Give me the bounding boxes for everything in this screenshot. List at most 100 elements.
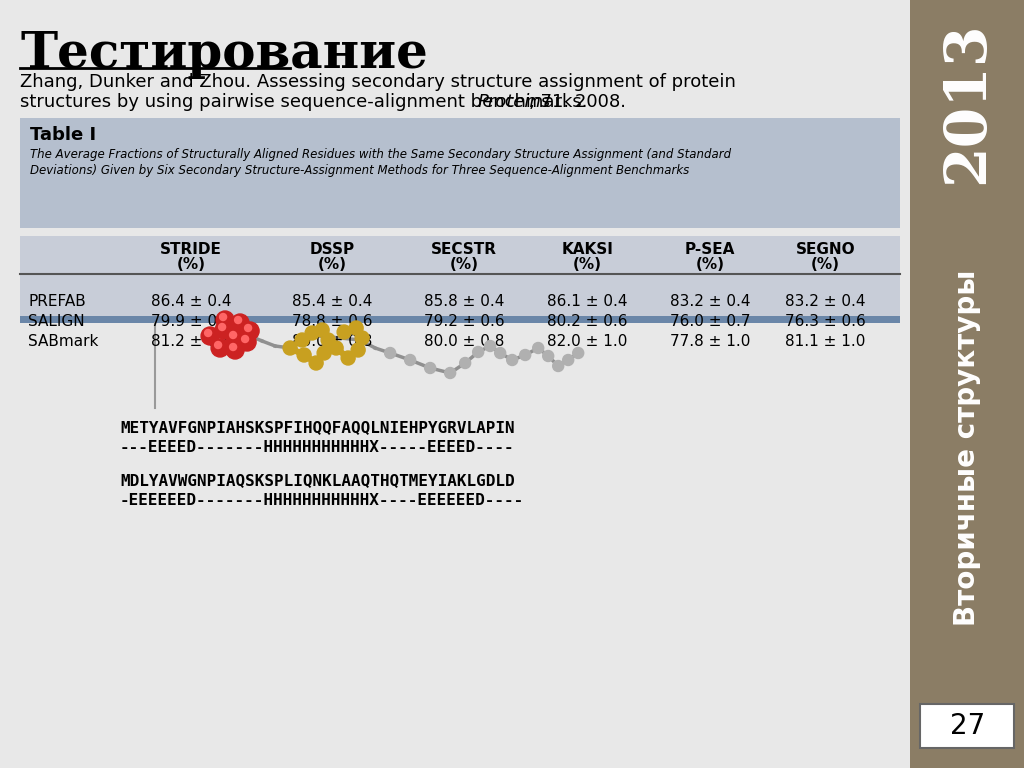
Text: Вторичные структуры: Вторичные структуры: [953, 270, 981, 626]
Circle shape: [460, 357, 471, 369]
Circle shape: [242, 336, 249, 343]
Circle shape: [218, 323, 225, 330]
Text: 83.2 ± 0.4: 83.2 ± 0.4: [670, 294, 751, 309]
Text: P-SEA: P-SEA: [685, 242, 735, 257]
Text: Тестирование: Тестирование: [20, 30, 428, 79]
Circle shape: [229, 343, 237, 350]
Text: (%): (%): [317, 257, 346, 272]
Circle shape: [341, 351, 355, 365]
Circle shape: [563, 355, 573, 366]
Circle shape: [283, 341, 297, 355]
Text: 85.4 ± 0.4: 85.4 ± 0.4: [292, 294, 373, 309]
Circle shape: [215, 321, 233, 339]
Text: (%): (%): [695, 257, 725, 272]
Circle shape: [234, 316, 242, 323]
Text: The Average Fractions of Structurally Aligned Residues with the Same Secondary S: The Average Fractions of Structurally Al…: [30, 148, 731, 161]
Circle shape: [329, 341, 343, 355]
Circle shape: [322, 333, 335, 347]
Bar: [20, 228, 900, 236]
Circle shape: [239, 333, 256, 351]
Text: DSSP: DSSP: [309, 242, 354, 257]
Circle shape: [317, 346, 331, 360]
Text: SECSTR: SECSTR: [431, 242, 498, 257]
Text: structures by using pairwise sequence-alignment benchmarks.: structures by using pairwise sequence-al…: [20, 93, 593, 111]
Circle shape: [349, 321, 364, 335]
Circle shape: [572, 347, 584, 359]
Circle shape: [553, 360, 563, 372]
Circle shape: [297, 348, 311, 362]
Circle shape: [295, 333, 309, 347]
Circle shape: [305, 326, 319, 340]
Text: SEGNO: SEGNO: [796, 242, 855, 257]
Text: 81.1 ± 1.0: 81.1 ± 1.0: [785, 334, 865, 349]
Bar: [921, 704, 1014, 748]
Circle shape: [404, 355, 416, 366]
Text: 77.8 ± 1.0: 77.8 ± 1.0: [670, 334, 751, 349]
Circle shape: [216, 311, 234, 329]
Circle shape: [543, 350, 554, 362]
Text: 79.2 ± 0.6: 79.2 ± 0.6: [424, 314, 505, 329]
Text: 86.4 ± 0.4: 86.4 ± 0.4: [151, 294, 231, 309]
Text: 81.2 ± 0.8: 81.2 ± 0.8: [151, 334, 231, 349]
Text: STRIDE: STRIDE: [160, 242, 222, 257]
Text: (%): (%): [176, 257, 206, 272]
Circle shape: [205, 329, 212, 336]
Circle shape: [385, 347, 395, 359]
Circle shape: [315, 323, 329, 337]
Circle shape: [241, 322, 259, 340]
Text: METYAVFGNPIAHSKSPFIHQQFAQQLNIEHPYGRVLAPIN: METYAVFGNPIAHSKSPFIHQQFAQQLNIEHPYGRVLAPI…: [120, 420, 515, 435]
Text: MDLYAVWGNPIAQSKSPLIQNKLAAQTHQTMEYIAKLGDLD: MDLYAVWGNPIAQSKSPLIQNKLAAQTHQTMEYIAKLGDL…: [120, 473, 515, 488]
Text: SALIGN: SALIGN: [28, 314, 85, 329]
Circle shape: [444, 368, 456, 379]
Circle shape: [215, 342, 221, 349]
Circle shape: [355, 331, 369, 345]
Text: 82.0 ± 1.0: 82.0 ± 1.0: [547, 334, 628, 349]
Circle shape: [229, 332, 237, 339]
Text: Zhang, Dunker and Zhou. Assessing secondary structure assignment of protein: Zhang, Dunker and Zhou. Assessing second…: [20, 73, 736, 91]
Bar: [20, 118, 900, 323]
Text: 86.1 ± 0.4: 86.1 ± 0.4: [547, 294, 628, 309]
Text: KAKSI: KAKSI: [561, 242, 613, 257]
Circle shape: [473, 346, 483, 357]
Text: , 71. 2008.: , 71. 2008.: [529, 93, 627, 111]
Circle shape: [231, 314, 249, 332]
Circle shape: [245, 325, 252, 332]
Bar: [20, 118, 900, 228]
Text: (%): (%): [811, 257, 840, 272]
Circle shape: [532, 343, 544, 353]
Circle shape: [351, 343, 366, 357]
Circle shape: [226, 329, 244, 347]
Circle shape: [211, 339, 229, 357]
Circle shape: [495, 347, 506, 359]
Circle shape: [425, 362, 435, 373]
Text: 2013: 2013: [939, 22, 995, 184]
Text: 76.0 ± 0.7: 76.0 ± 0.7: [670, 314, 751, 329]
Text: -EEEEEED-------HHHHHHHHHHHX----EEEEEED----: -EEEEEED-------HHHHHHHHHHHX----EEEEEED--…: [120, 493, 524, 508]
Text: 83.2 ± 0.4: 83.2 ± 0.4: [785, 294, 865, 309]
Text: Table I: Table I: [30, 126, 96, 144]
Text: 78.8 ± 0.6: 78.8 ± 0.6: [292, 314, 373, 329]
Text: 80.0 ± 0.8: 80.0 ± 0.8: [424, 334, 505, 349]
Text: 80.2 ± 0.6: 80.2 ± 0.6: [547, 314, 628, 329]
Bar: [20, 316, 900, 323]
Circle shape: [226, 341, 244, 359]
Circle shape: [219, 313, 226, 320]
Text: 80.0 ± 0.8: 80.0 ± 0.8: [292, 334, 373, 349]
Text: Deviations) Given by Six Secondary Structure-Assignment Methods for Three Sequen: Deviations) Given by Six Secondary Struc…: [30, 164, 689, 177]
Text: SABmark: SABmark: [28, 334, 98, 349]
Circle shape: [520, 349, 530, 360]
Text: 79.9 ± 0.6: 79.9 ± 0.6: [151, 314, 231, 329]
Text: (%): (%): [572, 257, 602, 272]
Text: Proteins: Proteins: [477, 93, 550, 111]
Circle shape: [484, 340, 496, 352]
Text: PREFAB: PREFAB: [28, 294, 86, 309]
Circle shape: [337, 325, 351, 339]
Circle shape: [507, 355, 518, 366]
Circle shape: [309, 356, 324, 370]
Text: ---EEEED-------HHHHHHHHHHHX-----EEEED----: ---EEEED-------HHHHHHHHHHHX-----EEEED---…: [120, 440, 515, 455]
Text: 76.3 ± 0.6: 76.3 ± 0.6: [785, 314, 865, 329]
Text: (%): (%): [450, 257, 478, 272]
Circle shape: [201, 327, 219, 345]
Text: 27: 27: [949, 712, 985, 740]
Text: 85.8 ± 0.4: 85.8 ± 0.4: [424, 294, 505, 309]
